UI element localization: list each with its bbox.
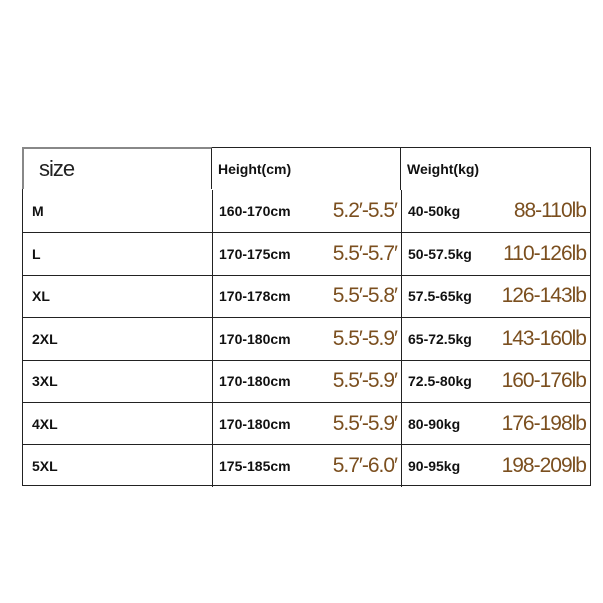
height-cm: 170-175cm	[219, 246, 291, 263]
weight-lb: 110-126lb	[503, 242, 587, 266]
height-ft: 5.2′-5.5′	[332, 199, 398, 223]
height-cm: 170-180cm	[219, 415, 291, 432]
height-ft: 5.7′-6.0′	[332, 454, 398, 478]
weight-cell: 57.5-65kg 126-143lb	[402, 276, 590, 317]
size-label: XL	[32, 288, 50, 305]
weight-cell: 50-57.5kg 110-126lb	[402, 233, 590, 274]
height-header-cell: Height(cm)	[212, 148, 401, 190]
height-cm: 175-185cm	[219, 458, 291, 475]
height-ft: 5.5′-5.9′	[332, 411, 398, 435]
height-cm: 160-170cm	[219, 203, 291, 220]
size-header-cell: size	[22, 147, 212, 189]
weight-lb: 160-176lb	[501, 369, 587, 393]
height-ft: 5.5′-5.8′	[332, 284, 398, 308]
size-label: 5XL	[32, 458, 58, 475]
weight-kg: 57.5-65kg	[408, 288, 472, 305]
table-row: L 170-175cm 5.5′-5.7′ 50-57.5kg 110-126lb	[23, 232, 590, 275]
height-cm: 170-180cm	[219, 330, 291, 347]
header-row: size Height(cm) Weight(kg)	[22, 147, 590, 190]
weight-kg: 65-72.5kg	[408, 330, 472, 347]
weight-cell: 40-50kg 88-110lb	[402, 190, 590, 232]
table-row: 3XL 170-180cm 5.5′-5.9′ 72.5-80kg 160-176lb	[23, 359, 590, 402]
table-row: XL 170-178cm 5.5′-5.8′ 57.5-65kg 126-143lb	[23, 274, 590, 318]
table-row: M 160-170cm 5.2′-5.5′ 40-50kg 88-110lb	[23, 190, 590, 233]
height-cell: 170-180cm 5.5′-5.9′	[213, 360, 402, 402]
weight-kg: 72.5-80kg	[408, 373, 472, 390]
size-label: L	[32, 246, 41, 263]
height-header: Height(cm)	[218, 161, 292, 177]
table-row: 5XL 175-185cm 5.7′-6.0′ 90-95kg 198-209lb	[23, 444, 590, 487]
weight-header-cell: Weight(kg)	[401, 148, 590, 190]
height-cell: 170-178cm 5.5′-5.8′	[213, 275, 402, 318]
weight-kg: 50-57.5kg	[408, 246, 472, 263]
weight-lb: 143-160lb	[501, 326, 587, 350]
size-label: 2XL	[32, 330, 58, 347]
size-chart-table: size Height(cm) Weight(kg) M 160-170cm 5.2…	[22, 147, 591, 487]
height-cell: 170-180cm 5.5′-5.9′	[213, 403, 402, 445]
height-cell: 170-175cm 5.5′-5.7′	[213, 233, 402, 275]
size-label: M	[32, 203, 44, 220]
height-ft: 5.5′-5.9′	[332, 326, 398, 350]
size-cell: L	[23, 233, 213, 275]
table-row: 4XL 170-180cm 5.5′-5.9′ 80-90kg 176-198lb	[23, 402, 590, 445]
height-cm: 170-178cm	[219, 288, 291, 305]
weight-lb: 176-198lb	[501, 411, 587, 435]
height-ft: 5.5′-5.9′	[332, 369, 398, 393]
weight-cell: 65-72.5kg 143-160lb	[402, 318, 590, 359]
weight-kg: 90-95kg	[408, 458, 461, 475]
size-label: 4XL	[32, 415, 58, 432]
weight-cell: 72.5-80kg 160-176lb	[402, 361, 590, 402]
size-header: size	[39, 156, 75, 181]
weight-header: Weight(kg)	[407, 161, 480, 177]
size-cell: XL	[23, 275, 213, 318]
weight-cell: 80-90kg 176-198lb	[402, 403, 590, 444]
size-cell: 2XL	[23, 318, 213, 360]
weight-cell: 90-95kg 198-209lb	[402, 445, 590, 486]
size-cell: 5XL	[23, 445, 213, 487]
size-cell: 3XL	[23, 360, 213, 402]
table-row: 2XL 170-180cm 5.5′-5.9′ 65-72.5kg 143-160lb	[23, 317, 590, 360]
size-cell: 4XL	[23, 403, 213, 445]
height-cell: 170-180cm 5.5′-5.9′	[213, 318, 402, 360]
height-cm: 170-180cm	[219, 373, 291, 390]
weight-lb: 198-209lb	[501, 454, 587, 478]
weight-lb: 88-110lb	[513, 199, 587, 223]
size-label: 3XL	[32, 373, 58, 390]
weight-kg: 40-50kg	[408, 203, 461, 220]
height-ft: 5.5′-5.7′	[332, 242, 398, 266]
weight-kg: 80-90kg	[408, 415, 461, 432]
height-cell: 160-170cm 5.2′-5.5′	[213, 190, 402, 233]
size-cell: M	[23, 190, 213, 233]
weight-lb: 126-143lb	[501, 284, 587, 308]
height-cell: 175-185cm 5.7′-6.0′	[213, 445, 402, 487]
